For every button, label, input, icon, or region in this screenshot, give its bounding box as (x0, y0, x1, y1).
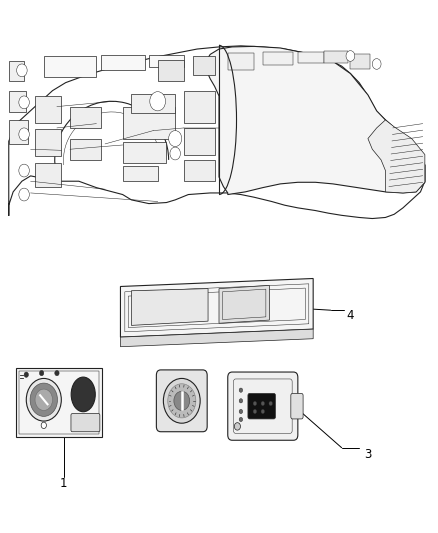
Circle shape (55, 370, 59, 376)
Bar (35, 163, 61, 187)
Polygon shape (9, 46, 425, 219)
Bar (9, 91, 26, 112)
Circle shape (174, 391, 190, 410)
Circle shape (150, 92, 166, 111)
FancyBboxPatch shape (291, 393, 303, 419)
Circle shape (163, 378, 200, 423)
Bar (123, 142, 166, 163)
Circle shape (168, 384, 196, 418)
Bar (123, 166, 158, 181)
Bar (70, 107, 101, 128)
Bar (149, 55, 184, 67)
Circle shape (346, 51, 355, 61)
Circle shape (30, 383, 57, 416)
Circle shape (239, 409, 243, 414)
FancyBboxPatch shape (71, 414, 100, 432)
Circle shape (170, 147, 180, 160)
Polygon shape (131, 289, 208, 325)
Bar (228, 53, 254, 70)
Bar (101, 55, 145, 70)
Bar (44, 56, 96, 77)
Circle shape (24, 372, 28, 377)
Circle shape (41, 422, 46, 429)
Circle shape (39, 370, 44, 376)
Bar (158, 60, 184, 81)
Circle shape (19, 188, 29, 201)
Bar (184, 160, 215, 181)
Text: 2: 2 (188, 410, 196, 423)
Bar (131, 94, 175, 113)
Bar (19, 371, 99, 434)
Circle shape (19, 164, 29, 177)
Bar (184, 91, 215, 123)
Ellipse shape (71, 377, 95, 411)
Text: 4: 4 (346, 309, 354, 322)
Circle shape (234, 423, 240, 430)
Circle shape (253, 409, 257, 414)
Text: 3: 3 (364, 448, 371, 461)
Bar (9, 120, 28, 144)
Bar (9, 61, 24, 81)
Bar (123, 107, 175, 139)
Bar (184, 128, 215, 155)
Circle shape (239, 399, 243, 403)
FancyBboxPatch shape (228, 372, 298, 440)
Bar (263, 52, 293, 65)
Polygon shape (219, 286, 269, 323)
FancyBboxPatch shape (248, 393, 276, 419)
Circle shape (19, 96, 29, 109)
Circle shape (261, 409, 265, 414)
Polygon shape (120, 329, 313, 347)
Text: 1: 1 (60, 478, 67, 490)
Circle shape (17, 64, 27, 77)
Bar (70, 139, 101, 160)
Polygon shape (120, 278, 313, 337)
Circle shape (19, 128, 29, 141)
Circle shape (239, 388, 243, 392)
Polygon shape (206, 46, 425, 195)
Bar (350, 54, 370, 69)
Circle shape (261, 401, 265, 406)
FancyBboxPatch shape (156, 370, 207, 432)
Bar (298, 52, 324, 63)
Circle shape (35, 389, 53, 410)
Circle shape (372, 59, 381, 69)
Circle shape (169, 131, 182, 147)
Bar (324, 51, 348, 63)
Circle shape (239, 417, 243, 422)
Bar (35, 129, 61, 156)
Polygon shape (368, 120, 425, 193)
Circle shape (253, 401, 257, 406)
Circle shape (26, 378, 61, 421)
Bar (193, 56, 215, 75)
Bar (17, 368, 102, 437)
Bar (35, 96, 61, 123)
Circle shape (269, 401, 272, 406)
